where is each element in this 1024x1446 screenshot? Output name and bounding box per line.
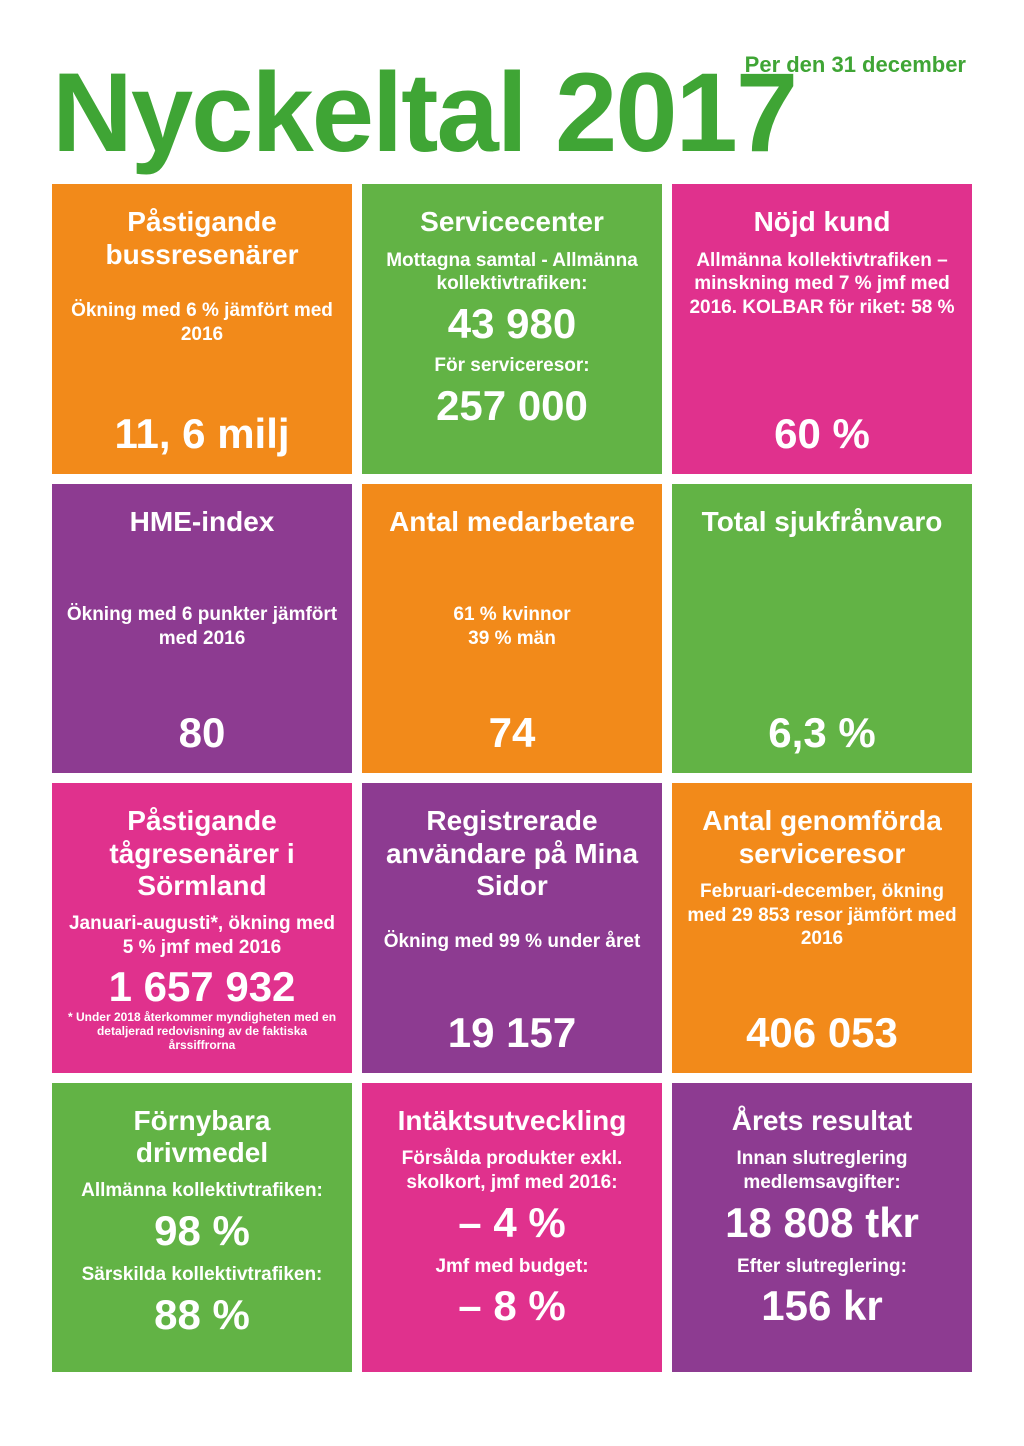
tile-value: 88 % bbox=[66, 1293, 338, 1337]
tile-title: Påstigande bussresenärer bbox=[66, 206, 338, 270]
tile-sub: Innan slutreglering medlemsavgifter: bbox=[686, 1147, 958, 1195]
tile-servicecenter: Servicecenter Mottagna samtal - Allmänna… bbox=[362, 184, 662, 474]
tile-value: – 4 % bbox=[376, 1201, 648, 1245]
tile-value: 156 kr bbox=[686, 1284, 958, 1328]
tile-sub: 61 % kvinnor 39 % män bbox=[376, 603, 648, 651]
tile-bus: Påstigande bussresenärer Ökning med 6 % … bbox=[52, 184, 352, 474]
tile-sub: Ökning med 6 % jämfört med 2016 bbox=[66, 299, 338, 347]
date-line: Per den 31 december bbox=[745, 52, 966, 78]
tile-value: 406 053 bbox=[686, 1011, 958, 1055]
tile-value: – 8 % bbox=[376, 1284, 648, 1328]
tile-sub: Ökning med 6 punkter jämfört med 2016 bbox=[66, 603, 338, 651]
tile-title: Antal genomförda serviceresor bbox=[686, 805, 958, 869]
tile-sub: Efter slutreglering: bbox=[686, 1255, 958, 1279]
tile-value: 18 808 tkr bbox=[686, 1201, 958, 1245]
tile-intakt: Intäktsutveckling Försålda produkter exk… bbox=[362, 1083, 662, 1373]
tile-sub: För serviceresor: bbox=[376, 354, 648, 378]
header: Per den 31 december Nyckeltal 2017 bbox=[52, 60, 972, 166]
tile-title: Årets resultat bbox=[686, 1105, 958, 1137]
tile-title: Påstigande tågresenärer i Sörmland bbox=[66, 805, 338, 902]
tile-title: Total sjukfrånvaro bbox=[686, 506, 958, 538]
tile-minasidor: Registrerade användare på Mina Sidor Ökn… bbox=[362, 783, 662, 1073]
tile-value: 19 157 bbox=[376, 1011, 648, 1055]
tile-value: 1 657 932 bbox=[66, 965, 338, 1009]
tile-value: 80 bbox=[66, 711, 338, 755]
tile-sub: Allmänna kollektivtrafiken – minskning m… bbox=[686, 249, 958, 320]
tile-value: 60 % bbox=[686, 412, 958, 456]
tile-medarbetare: Antal medarbetare 61 % kvinnor 39 % män … bbox=[362, 484, 662, 774]
tile-title: Registrerade användare på Mina Sidor bbox=[376, 805, 648, 902]
tile-value: 43 980 bbox=[376, 302, 648, 346]
tile-title: HME-index bbox=[66, 506, 338, 538]
tile-resultat: Årets resultat Innan slutreglering medle… bbox=[672, 1083, 972, 1373]
tile-title: Förnybara drivmedel bbox=[66, 1105, 338, 1169]
tile-title: Antal medarbetare bbox=[376, 506, 648, 538]
tile-hme: HME-index Ökning med 6 punkter jämfört m… bbox=[52, 484, 352, 774]
tile-value: 98 % bbox=[66, 1209, 338, 1253]
tile-sub: Ökning med 99 % under året bbox=[376, 930, 648, 954]
tile-fornybara: Förnybara drivmedel Allmänna kollektivtr… bbox=[52, 1083, 352, 1373]
tile-sjukfranvaro: Total sjukfrånvaro 6,3 % bbox=[672, 484, 972, 774]
tile-value: 6,3 % bbox=[686, 711, 958, 755]
kpi-grid: Påstigande bussresenärer Ökning med 6 % … bbox=[52, 184, 972, 1372]
tile-title: Servicecenter bbox=[376, 206, 648, 238]
tile-sub: Jmf med budget: bbox=[376, 1255, 648, 1279]
tile-nojdkund: Nöjd kund Allmänna kollektivtrafiken – m… bbox=[672, 184, 972, 474]
tile-sub: Januari-augusti*, ökning med 5 % jmf med… bbox=[66, 912, 338, 960]
tile-sub: Mottagna samtal - Allmänna kollektivtraf… bbox=[376, 249, 648, 297]
tile-value: 11, 6 milj bbox=[66, 412, 338, 456]
tile-sub: Försålda produkter exkl. skolkort, jmf m… bbox=[376, 1147, 648, 1195]
tile-title: Nöjd kund bbox=[686, 206, 958, 238]
tile-sub: Allmänna kollektivtrafiken: bbox=[66, 1179, 338, 1203]
tile-serviceresor: Antal genomförda serviceresor Februari-d… bbox=[672, 783, 972, 1073]
tile-note: * Under 2018 återkommer myndigheten med … bbox=[66, 1010, 338, 1053]
tile-sub: Särskilda kollektivtrafiken: bbox=[66, 1263, 338, 1287]
tile-tag: Påstigande tågresenärer i Sörmland Janua… bbox=[52, 783, 352, 1073]
tile-value: 257 000 bbox=[376, 384, 648, 428]
tile-sub: Februari-december, ökning med 29 853 res… bbox=[686, 880, 958, 951]
tile-title: Intäktsutveckling bbox=[376, 1105, 648, 1137]
tile-value: 74 bbox=[376, 711, 648, 755]
